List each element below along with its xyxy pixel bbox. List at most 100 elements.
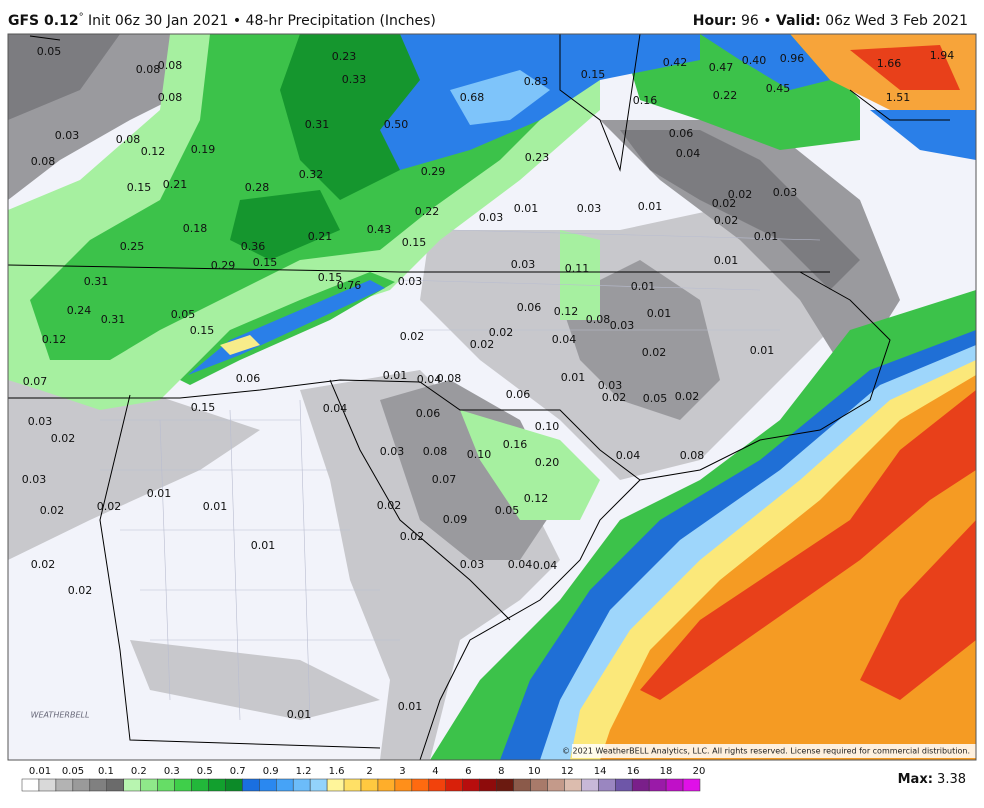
colorbar-label: 16 [627, 766, 640, 777]
ne-red [850, 45, 960, 90]
precip-label: 0.03 [460, 558, 485, 571]
colorbar-label: 0.5 [197, 766, 213, 777]
precip-label: 0.02 [31, 558, 56, 571]
degree: ° [79, 12, 84, 23]
precip-label: 0.12 [141, 145, 166, 158]
colorbar-label: 0.01 [29, 766, 51, 777]
color-swatch [428, 778, 446, 792]
color-swatch [394, 778, 413, 792]
precip-label: 0.24 [67, 304, 92, 317]
color-swatch [564, 778, 582, 792]
precip-label: 0.45 [766, 82, 791, 95]
ne-blue [700, 34, 976, 160]
precip-label: 0.15 [253, 256, 278, 269]
precip-label: 0.47 [709, 61, 734, 74]
max-label: Max: [898, 772, 933, 787]
precip-label: 0.04 [417, 373, 442, 386]
precip-label: 0.31 [101, 313, 126, 326]
precip-label: 0.09 [443, 513, 468, 526]
precip-label: 0.07 [23, 375, 48, 388]
precip-label: 0.08 [116, 133, 141, 146]
valid: 06z Wed 3 Feb 2021 [821, 13, 968, 29]
precip-label: 0.02 [675, 390, 700, 403]
precip-label: 0.12 [524, 492, 549, 505]
colorbar-label: 0.7 [230, 766, 246, 777]
precip-label: 0.05 [495, 504, 520, 517]
precip-label: 0.68 [460, 91, 485, 104]
color-swatch [89, 778, 108, 792]
colorbar-label: 0.9 [263, 766, 279, 777]
color-swatch [106, 778, 124, 792]
precip-label: 0.29 [211, 259, 236, 272]
precip-label: 0.03 [380, 445, 405, 458]
color-swatch [326, 778, 345, 792]
precip-label: 0.01 [251, 539, 276, 552]
color-swatch [140, 778, 158, 792]
precip-label: 0.04 [552, 333, 577, 346]
precip-label: 0.21 [308, 230, 333, 243]
precip-label: 0.02 [728, 188, 753, 201]
precip-label: 0.21 [163, 178, 188, 191]
precip-label: 0.31 [84, 275, 109, 288]
colorbar-label: 6 [465, 766, 471, 777]
color-swatch [292, 778, 311, 792]
precip-label: 0.50 [384, 118, 409, 131]
green-dark-area [230, 34, 470, 260]
colorbar-label: 1.2 [296, 766, 312, 777]
precip-label: 0.01 [514, 202, 539, 215]
precip-label: 0.15 [127, 181, 152, 194]
precip-label: 0.76 [337, 279, 362, 292]
colorbar-label: 10 [528, 766, 541, 777]
precip-label: 0.01 [754, 230, 779, 243]
color-swatch [682, 778, 701, 792]
precip-label: 0.02 [97, 500, 122, 513]
county-lines [100, 229, 821, 721]
precip-label: 0.23 [332, 50, 357, 63]
precip-label: 0.16 [503, 438, 528, 451]
precip-label: 0.05 [171, 308, 196, 321]
precip-label: 0.01 [287, 708, 312, 721]
precip-label: 0.06 [669, 127, 694, 140]
precip-label: 0.20 [535, 456, 560, 469]
precip-label: 0.22 [713, 89, 738, 102]
precip-label: 0.01 [638, 200, 663, 213]
colorbar-label: 0.3 [164, 766, 180, 777]
color-swatch [581, 778, 599, 792]
precip-label: 1.66 [877, 57, 902, 70]
max: Max: 3.38 [898, 772, 966, 787]
precip-label: 0.08 [136, 63, 161, 76]
max-value: 3.38 [933, 772, 966, 787]
precip-label: 0.12 [554, 305, 579, 318]
precip-label: 0.08 [423, 445, 448, 458]
color-swatch [38, 778, 57, 792]
blue-area [380, 34, 700, 170]
precip-label: 0.15 [190, 324, 215, 337]
color-swatch [615, 778, 633, 792]
precip-label: 0.08 [158, 91, 183, 104]
precip-label: 0.03 [511, 258, 536, 271]
precip-label: 0.06 [236, 372, 261, 385]
blue-light-area [450, 70, 550, 125]
precip-label: 0.10 [467, 448, 492, 461]
precip-label: 0.01 [398, 700, 423, 713]
color-swatch [242, 778, 260, 792]
precip-label: 0.02 [51, 432, 76, 445]
precip-label: 0.02 [602, 391, 627, 404]
color-swatch [72, 778, 91, 792]
color-swatch [411, 778, 430, 792]
precip-label: 0.01 [631, 280, 656, 293]
copyright: © 2021 WeatherBELL Analytics, LLC. All r… [562, 747, 970, 756]
precip-label: 0.08 [437, 372, 462, 385]
precip-label: 0.01 [561, 371, 586, 384]
precip-label: 0.08 [31, 155, 56, 168]
color-swatch [309, 778, 328, 792]
ocean-red [640, 390, 976, 700]
precip-label: 0.02 [68, 584, 93, 597]
map-labels: 0.050.080.080.080.03 0.080.12 0.190.080.15… [22, 45, 955, 721]
precip-label: 0.28 [245, 181, 270, 194]
valid-label: Valid: [776, 13, 821, 29]
hour-label: Hour: [693, 13, 737, 29]
color-swatch [631, 778, 650, 792]
